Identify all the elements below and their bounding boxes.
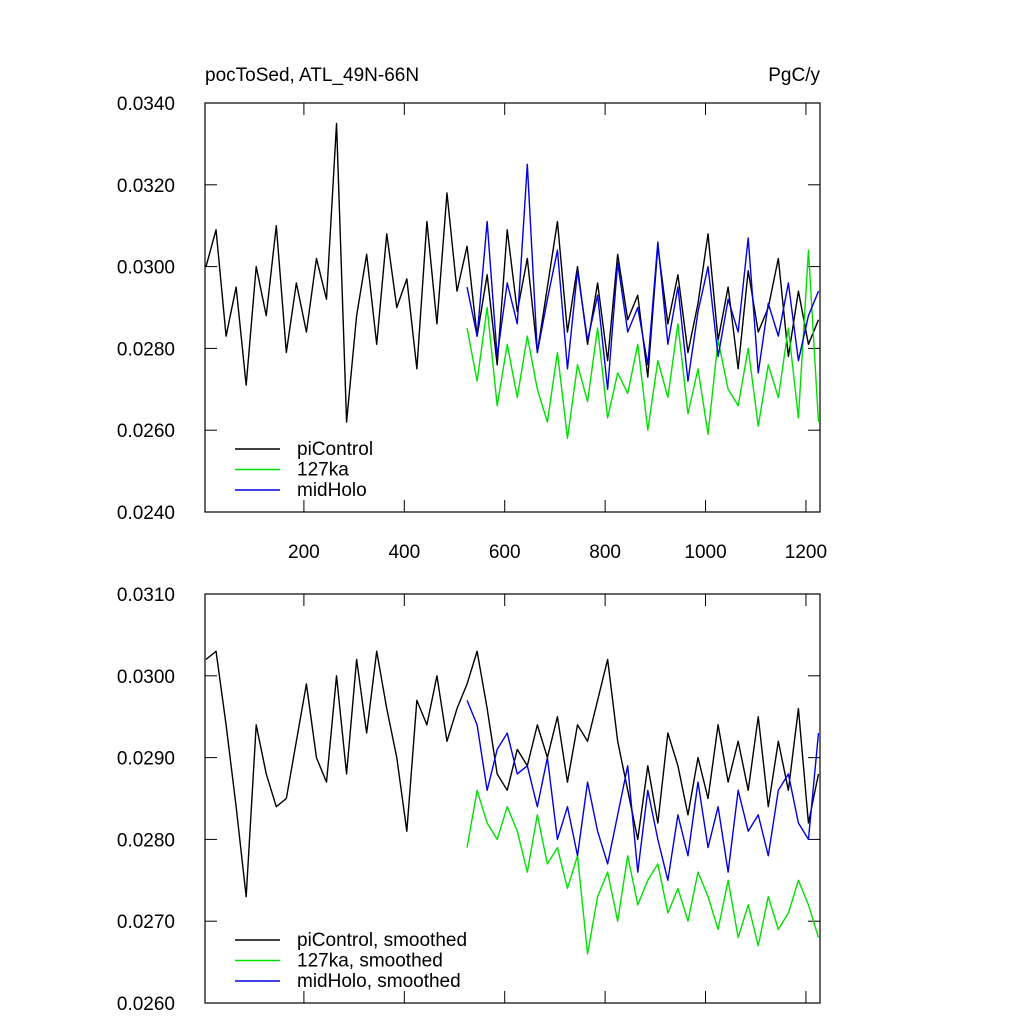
chart-title: pocToSed, ATL_49N-66N [205,65,419,86]
legend-label: 127ka, smoothed [297,951,443,972]
series-line [205,122,820,423]
y-tick-label: 0.0270 [117,912,175,933]
y-tick-label: 0.0310 [117,585,175,606]
y-tick-label: 0.0280 [117,830,175,851]
y-tick-label: 0.0300 [117,258,175,279]
x-tick-label: 1000 [684,542,726,563]
x-tick-label: 600 [489,542,521,563]
y-tick-label: 0.0320 [117,176,175,197]
units-label: PgC/y [768,65,820,86]
plot-frame [204,593,821,1004]
y-tick-label: 0.0290 [117,749,175,770]
series-line [466,700,820,881]
x-tick-label: 1200 [785,542,827,563]
plot-frame [204,102,821,513]
series-line [466,163,820,390]
legend-label: midHolo, smoothed [297,971,461,992]
series-line [466,249,820,440]
x-tick-label: 200 [288,542,320,563]
legend-label: piControl [297,439,373,460]
y-tick-label: 0.0260 [117,421,175,442]
y-tick-label: 0.0280 [117,339,175,360]
y-tick-label: 0.0260 [117,994,175,1015]
x-tick-label: 400 [388,542,420,563]
legend-label: 127ka [297,460,349,481]
series-line [205,650,820,898]
series-line [466,789,820,955]
y-tick-label: 0.0300 [117,667,175,688]
y-tick-label: 0.0340 [117,94,175,115]
x-tick-label: 800 [589,542,621,563]
legend-label: midHolo [297,480,367,501]
legend-label: piControl, smoothed [297,930,467,951]
y-tick-label: 0.0240 [117,503,175,524]
